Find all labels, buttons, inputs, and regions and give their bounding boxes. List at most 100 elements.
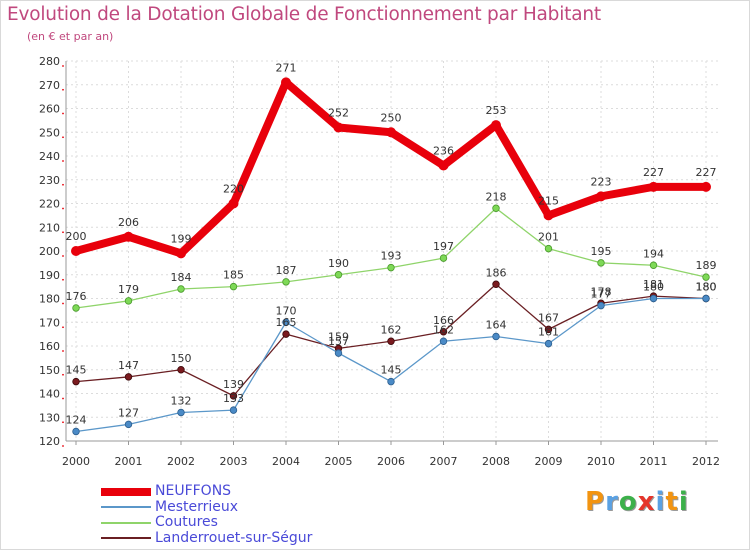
- data-point-mesterrieux: [177, 408, 185, 417]
- data-label-landerrouet-sur-s-gur: 186: [486, 266, 507, 279]
- data-label-coutures: 194: [643, 247, 664, 260]
- data-point-coutures: [124, 297, 133, 305]
- x-tick-label: 2004: [272, 455, 300, 468]
- data-label-mesterrieux: 170: [276, 304, 297, 317]
- data-point-neuffons: [176, 248, 186, 259]
- data-point-neuffons: [386, 127, 396, 138]
- data-point-landerrouet-sur-s-gur: [72, 377, 80, 386]
- data-point-coutures: [439, 254, 448, 262]
- y-tick-label: 210: [39, 221, 60, 234]
- data-label-neuffons: 199: [171, 232, 192, 245]
- data-point-coutures: [702, 273, 710, 281]
- data-point-mesterrieux: [649, 294, 658, 303]
- data-label-landerrouet-sur-s-gur: 181: [643, 278, 664, 291]
- data-point-mesterrieux: [124, 420, 133, 429]
- data-label-neuffons: 215: [538, 194, 559, 207]
- y-tick-label: 180: [39, 293, 60, 306]
- data-label-neuffons: 252: [328, 107, 349, 120]
- chart-subtitle: (en € et par an): [27, 30, 114, 43]
- y-tick-label: 260: [39, 103, 60, 116]
- data-point-coutures: [492, 204, 500, 212]
- data-label-landerrouet-sur-s-gur: 180: [696, 281, 717, 294]
- data-point-landerrouet-sur-s-gur: [387, 337, 395, 345]
- x-tick-label: 2006: [377, 455, 405, 468]
- brand-letter: i: [678, 487, 689, 517]
- data-point-mesterrieux: [702, 294, 710, 303]
- data-label-mesterrieux: 164: [486, 319, 507, 332]
- data-point-mesterrieux: [229, 406, 238, 414]
- data-point-neuffons: [596, 191, 606, 202]
- data-label-coutures: 201: [538, 231, 559, 244]
- x-tick-label: 2007: [430, 455, 458, 468]
- brand-letter: P: [585, 487, 606, 517]
- data-point-coutures: [597, 259, 605, 267]
- data-label-mesterrieux: 161: [538, 326, 559, 339]
- data-point-neuffons: [491, 120, 501, 131]
- legend-item: NEUFFONS: [101, 484, 312, 500]
- legend-swatch: [101, 506, 151, 509]
- data-point-neuffons: [71, 246, 81, 256]
- data-point-mesterrieux: [544, 339, 553, 348]
- y-tick-label: 170: [39, 316, 60, 329]
- data-point-neuffons: [438, 160, 449, 171]
- brand-letter: x: [637, 487, 656, 517]
- data-point-coutures: [72, 304, 80, 312]
- data-label-landerrouet-sur-s-gur: 166: [433, 314, 454, 327]
- data-point-mesterrieux: [597, 301, 605, 310]
- data-point-mesterrieux: [72, 427, 80, 436]
- y-axis-dot: [62, 112, 64, 115]
- data-label-coutures: 197: [433, 240, 454, 253]
- data-label-coutures: 195: [591, 245, 612, 258]
- data-point-landerrouet-sur-s-gur: [544, 325, 553, 334]
- data-label-neuffons: 253: [486, 104, 507, 117]
- data-label-mesterrieux: 145: [381, 364, 402, 377]
- y-tick-label: 190: [39, 269, 60, 282]
- data-point-coutures: [544, 244, 553, 253]
- brand-letter: r: [605, 487, 619, 517]
- x-tick-label: 2002: [167, 455, 195, 468]
- y-axis-dot: [62, 160, 64, 162]
- y-axis-dot: [62, 350, 64, 352]
- data-label-neuffons: 250: [381, 111, 402, 124]
- legend-label: NEUFFONS: [155, 483, 232, 500]
- data-label-landerrouet-sur-s-gur: 165: [276, 316, 297, 329]
- data-point-coutures: [177, 285, 185, 293]
- data-label-mesterrieux: 177: [591, 288, 612, 301]
- y-axis-dot: [62, 88, 64, 91]
- data-label-neuffons: 206: [118, 216, 139, 229]
- legend-item: Coutures: [101, 515, 312, 531]
- legend-item: Mesterrieux: [101, 499, 312, 516]
- y-axis-dot: [62, 231, 64, 234]
- data-label-coutures: 190: [328, 257, 349, 270]
- brand-letter: i: [655, 487, 666, 517]
- data-point-coutures: [334, 271, 343, 279]
- y-axis-dot: [62, 445, 64, 447]
- chart-title: Evolution de la Dotation Globale de Fonc…: [7, 4, 601, 25]
- data-point-landerrouet-sur-s-gur: [229, 392, 238, 400]
- data-label-mesterrieux: 162: [433, 323, 454, 336]
- data-label-neuffons: 271: [276, 61, 297, 74]
- data-point-mesterrieux: [492, 332, 500, 341]
- data-point-neuffons: [333, 122, 344, 133]
- data-point-mesterrieux: [387, 377, 395, 386]
- legend-item: Landerrouet-sur-Ségur: [101, 530, 312, 547]
- data-label-coutures: 185: [223, 269, 244, 282]
- data-point-neuffons: [228, 198, 239, 209]
- x-tick-label: 2001: [115, 455, 143, 468]
- data-label-coutures: 193: [381, 250, 402, 263]
- legend-swatch: [101, 537, 151, 540]
- data-label-mesterrieux: 133: [223, 392, 244, 405]
- y-tick-label: 120: [39, 435, 60, 448]
- data-label-neuffons: 236: [433, 145, 454, 158]
- y-tick-label: 230: [39, 174, 60, 187]
- data-label-mesterrieux: 157: [328, 335, 349, 348]
- data-label-landerrouet-sur-s-gur: 167: [538, 311, 559, 324]
- data-point-mesterrieux: [282, 318, 290, 326]
- proxiti-logo: Proxiti: [585, 487, 689, 517]
- data-point-landerrouet-sur-s-gur: [439, 328, 448, 336]
- data-label-neuffons: 200: [66, 230, 87, 243]
- x-tick-label: 2008: [482, 455, 510, 468]
- y-tick-label: 130: [39, 411, 60, 424]
- data-label-coutures: 187: [276, 264, 297, 277]
- x-tick-label: 2000: [62, 455, 90, 468]
